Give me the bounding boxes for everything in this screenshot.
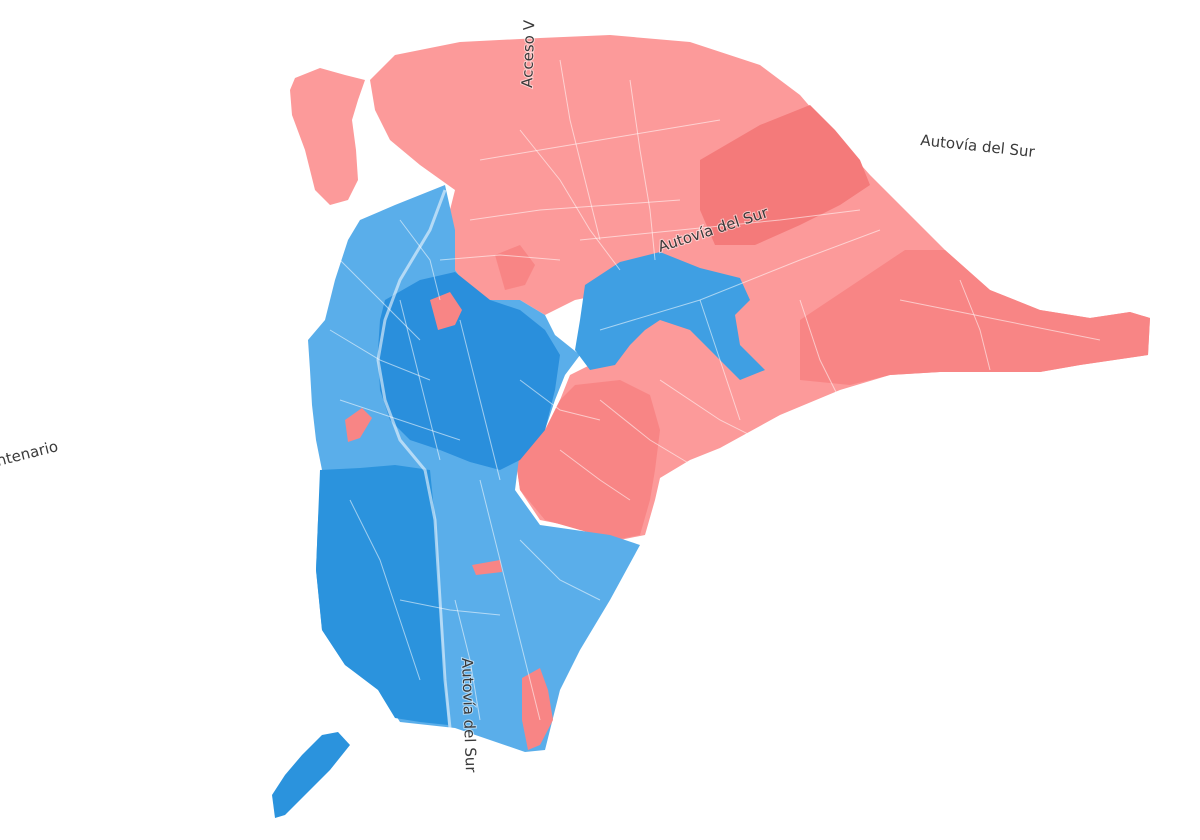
pocket-red-north[interactable] bbox=[495, 245, 535, 290]
region-east-blue[interactable] bbox=[575, 252, 765, 380]
region-island-southwest[interactable] bbox=[272, 732, 350, 818]
region-northwest-lobe[interactable] bbox=[290, 68, 365, 205]
pocket-red-west[interactable] bbox=[345, 408, 372, 442]
pocket-red-center[interactable] bbox=[430, 292, 462, 330]
region-center-core[interactable] bbox=[378, 272, 560, 470]
street-network bbox=[329, 59, 1101, 721]
region-northeast-dark[interactable] bbox=[700, 105, 870, 245]
road-label-acceso: Acceso V bbox=[518, 19, 538, 88]
region-southwest[interactable] bbox=[316, 465, 448, 725]
pocket-red-mid[interactable] bbox=[472, 560, 502, 575]
road-label-autovia-south: Autovía del Sur bbox=[458, 658, 480, 774]
river bbox=[376, 189, 452, 729]
region-southeast[interactable] bbox=[515, 380, 660, 540]
road-label-centenario: ntenario bbox=[0, 437, 60, 470]
road-label-autovia-east: Autovía del Sur bbox=[920, 131, 1037, 161]
